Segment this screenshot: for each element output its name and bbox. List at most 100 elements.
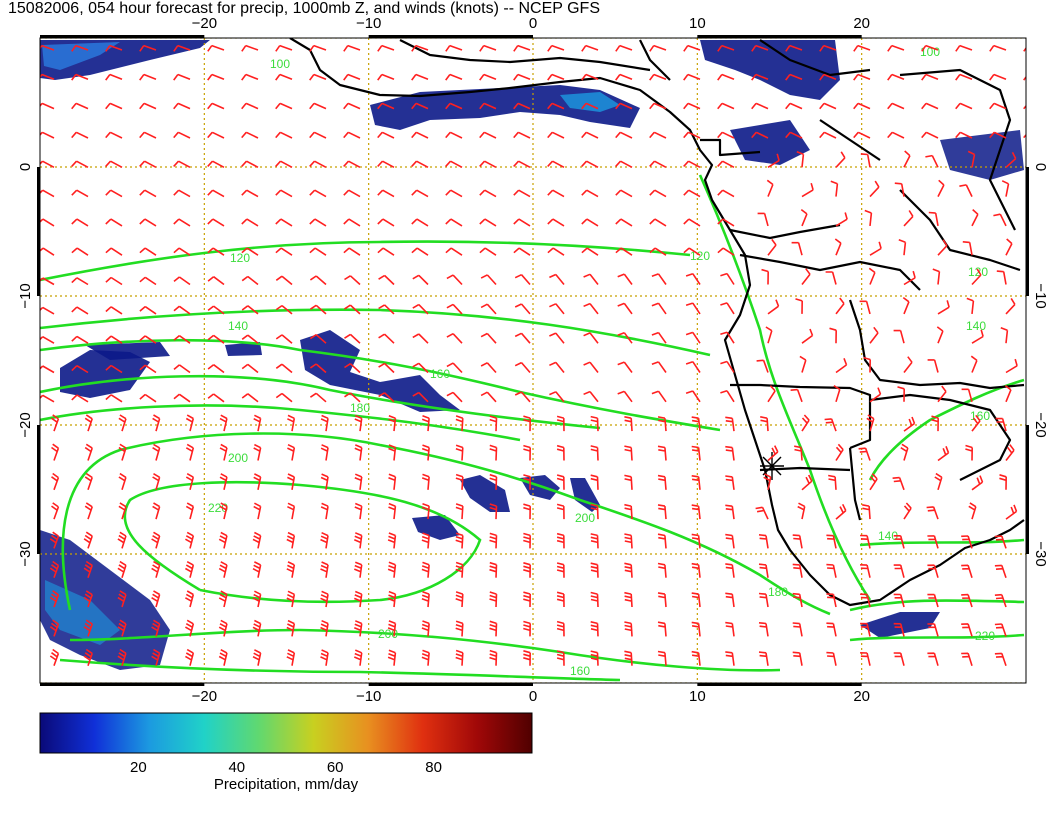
wind-barb <box>185 590 195 608</box>
wind-barb <box>1029 595 1040 607</box>
wind-barb <box>800 208 808 227</box>
contour-line <box>61 432 831 616</box>
wind-barb <box>241 218 259 227</box>
wind-barb <box>758 651 769 666</box>
wind-barb <box>994 623 1007 637</box>
wind-barb <box>685 331 701 344</box>
wind-barb <box>961 593 973 608</box>
wind-barb <box>959 184 973 197</box>
wind-barb <box>971 475 984 491</box>
wind-barb <box>761 268 769 285</box>
wind-barb <box>445 102 463 110</box>
wind-barb <box>421 561 430 578</box>
wind-barb <box>523 650 531 666</box>
wind-barb <box>185 531 195 549</box>
wind-barb <box>207 334 225 344</box>
wind-barb <box>309 333 327 344</box>
wind-barb <box>657 650 667 666</box>
wind-barb <box>479 189 497 198</box>
wind-barb <box>105 189 123 198</box>
wind-barb <box>794 445 803 461</box>
wind-barb <box>968 502 977 520</box>
wind-barb <box>751 73 769 81</box>
wind-barb <box>683 102 701 110</box>
wind-barb <box>455 561 464 578</box>
wind-barb <box>892 476 905 491</box>
wind-barb <box>479 218 497 227</box>
wind-barb <box>860 534 871 549</box>
wind-barb <box>887 102 905 110</box>
wind-barb <box>309 247 327 256</box>
wind-barb <box>139 335 157 344</box>
wind-barb <box>309 189 327 198</box>
wind-barb <box>903 416 916 432</box>
frame-edge-ticks <box>37 35 1029 686</box>
precip-patch-south <box>860 612 940 638</box>
wind-barb <box>801 328 814 344</box>
wind-barb <box>455 649 464 666</box>
wind-barb <box>514 303 531 315</box>
wind-barb <box>309 275 327 286</box>
wind-barb <box>903 502 912 520</box>
wind-barb <box>105 335 123 344</box>
wind-barb <box>241 160 259 169</box>
wind-barb <box>387 649 397 666</box>
wind-barb <box>207 247 225 256</box>
wind-barb <box>207 393 225 403</box>
wind-barb <box>921 102 939 110</box>
edge-tick-bottom <box>697 683 862 686</box>
wind-barb <box>287 443 296 461</box>
wind-barb <box>926 506 939 520</box>
precip-patch-west-2 <box>85 342 170 360</box>
wind-barb <box>139 364 157 374</box>
wind-barb <box>286 619 296 637</box>
wind-barb <box>219 414 228 432</box>
wind-barb <box>489 415 498 432</box>
wind-barb <box>343 102 361 110</box>
wind-barb <box>207 73 225 81</box>
wind-barb <box>581 73 599 81</box>
wind-barb <box>1027 244 1040 256</box>
wind-barb <box>547 131 565 139</box>
wind-barb <box>354 473 363 490</box>
wind-barb <box>84 414 93 432</box>
wind-barb <box>785 73 803 81</box>
border <box>759 39 871 77</box>
wind-barb <box>185 443 195 461</box>
wind-barb <box>139 218 157 227</box>
colorbar-scale <box>39 712 533 754</box>
wind-barb <box>344 304 361 315</box>
wind-barb <box>49 648 60 666</box>
edge-tick-right <box>1026 425 1029 554</box>
lat-tick-label-right: −20 <box>1032 412 1049 437</box>
edge-tick-top <box>697 35 862 38</box>
wind-barb <box>556 444 565 461</box>
contour-label: 180 <box>768 585 788 599</box>
wind-barb <box>826 622 837 637</box>
wind-barb <box>207 131 225 139</box>
contour-label: 120 <box>230 251 250 265</box>
wind-barb <box>624 562 633 578</box>
wind-barb <box>971 209 979 227</box>
wind-barb <box>725 445 735 461</box>
wind-barb <box>691 592 701 608</box>
wind-barb <box>446 274 463 286</box>
wind-barb <box>1040 388 1051 401</box>
wind-barb <box>388 414 397 432</box>
wind-barb <box>932 268 941 285</box>
wind-barb <box>83 648 93 666</box>
wind-barb <box>590 503 599 520</box>
wind-barb <box>547 44 565 52</box>
wind-barb <box>691 533 701 549</box>
wind-barb <box>117 560 127 578</box>
wind-barb <box>615 131 633 139</box>
wind-barb <box>683 218 701 227</box>
wind-barb <box>343 44 361 52</box>
wind-barb <box>1000 326 1009 344</box>
wind-barb <box>513 131 531 139</box>
wind-barb <box>489 591 498 608</box>
wind-barb <box>869 180 880 198</box>
wind-barb <box>581 131 599 139</box>
wind-barb <box>590 415 599 432</box>
wind-barb <box>185 473 195 491</box>
